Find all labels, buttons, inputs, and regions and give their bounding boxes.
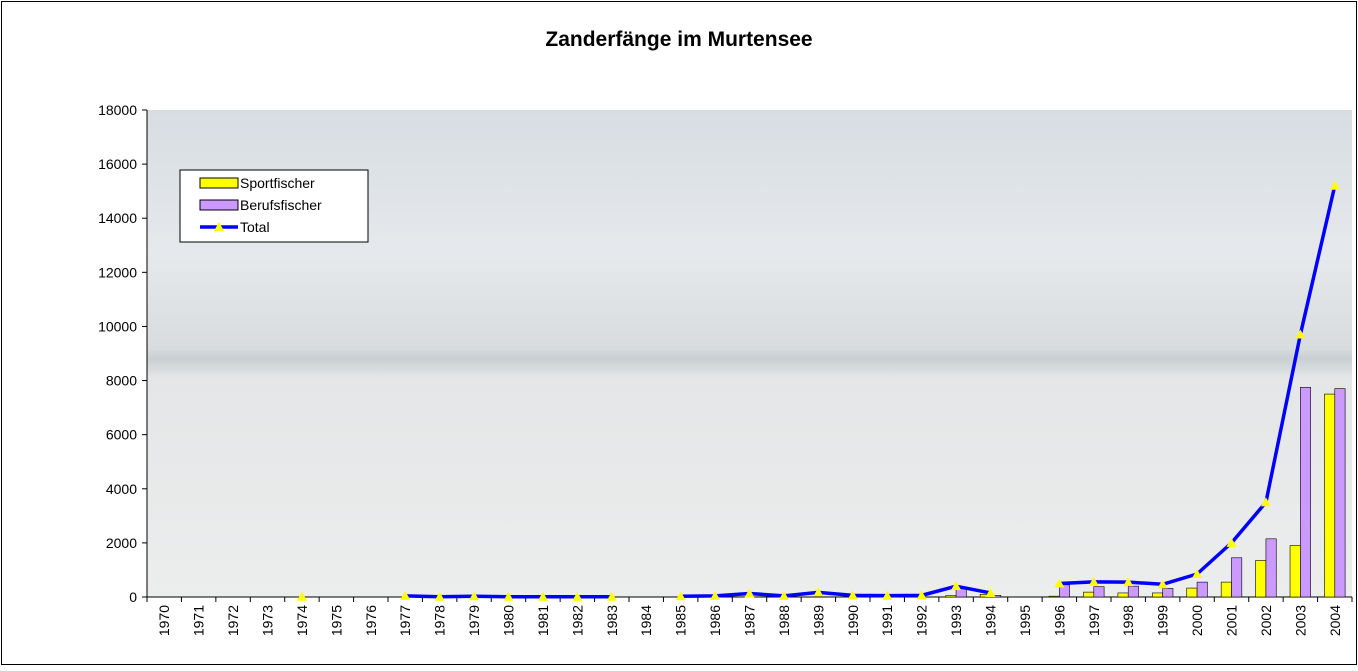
x-tick-label: 1974: [294, 605, 310, 636]
x-tick-label: 2004: [1327, 605, 1343, 636]
x-tick-label: 1991: [879, 605, 895, 636]
bar: [1083, 592, 1093, 597]
x-tick-label: 1975: [328, 605, 344, 636]
x-tick-label: 2003: [1292, 605, 1308, 636]
bar: [1221, 582, 1231, 597]
y-tick-label: 0: [129, 589, 137, 605]
bar: [1152, 593, 1162, 597]
y-tick-label: 8000: [106, 373, 137, 389]
bar: [1118, 593, 1128, 597]
x-tick-label: 1981: [535, 605, 551, 636]
chart: Zanderfänge im Murtensee 0 2000 4000 6000 80…: [0, 0, 1358, 666]
y-tick-label: 18000: [98, 102, 137, 118]
y-tick-label: 4000: [106, 481, 137, 497]
x-tick-label: 1979: [466, 605, 482, 636]
legend-swatch: [200, 178, 238, 188]
x-tick-label: 1998: [1120, 605, 1136, 636]
x-tick-label: 1982: [569, 605, 585, 636]
bar: [1266, 539, 1276, 597]
bar: [1232, 558, 1242, 597]
x-tick-label: 1987: [742, 605, 758, 636]
x-tick-label: 1999: [1155, 605, 1171, 636]
bar: [1300, 387, 1310, 597]
bar: [1324, 394, 1334, 597]
bar: [1128, 586, 1138, 597]
y-tick-label: 16000: [98, 156, 137, 172]
bar: [1094, 587, 1104, 597]
bar: [1187, 588, 1197, 597]
legend-label: Total: [240, 219, 270, 235]
x-tick-label: 1970: [156, 605, 172, 636]
x-tick-label: 1978: [432, 605, 448, 636]
chart-title: Zanderfänge im Murtensee: [545, 28, 812, 51]
x-tick-label: 1973: [260, 605, 276, 636]
x-tick-label: 1971: [191, 605, 207, 636]
x-tick-label: 1983: [604, 605, 620, 636]
legend-label: Sportfischer: [240, 175, 315, 191]
x-tick-label: 1989: [810, 605, 826, 636]
bar: [1197, 582, 1207, 597]
x-tick-label: 1980: [501, 605, 517, 636]
bar: [1290, 546, 1300, 597]
x-tick-label: 1976: [363, 605, 379, 636]
x-tick-label: 2001: [1224, 605, 1240, 636]
y-tick-label: 2000: [106, 535, 137, 551]
bar: [1049, 596, 1059, 597]
bar: [1256, 560, 1266, 597]
bar: [946, 596, 956, 597]
x-tick-label: 1997: [1086, 605, 1102, 636]
x-tick-label: 1988: [776, 605, 792, 636]
x-tick-label: 2002: [1258, 605, 1274, 636]
y-tick-label: 10000: [98, 318, 137, 334]
x-tick-label: 1994: [983, 605, 999, 636]
x-tick-label: 1986: [707, 605, 723, 636]
y-tick-label: 12000: [98, 264, 137, 280]
x-tick-label: 1977: [397, 605, 413, 636]
x-tick-label: 1985: [673, 605, 689, 636]
legend-label: Berufsfischer: [240, 197, 322, 213]
bar: [1335, 389, 1345, 597]
x-tick-label: 1972: [225, 605, 241, 636]
y-tick-label: 6000: [106, 427, 137, 443]
y-tick-label: 14000: [98, 210, 137, 226]
x-tick-label: 1992: [914, 605, 930, 636]
x-tick-label: 1993: [948, 605, 964, 636]
x-tick-label: 1995: [1017, 605, 1033, 636]
x-tick-label: 1984: [638, 605, 654, 636]
legend-swatch: [200, 200, 238, 210]
x-tick-label: 1990: [845, 605, 861, 636]
bar: [1163, 588, 1173, 597]
x-tick-label: 1996: [1051, 605, 1067, 636]
x-tick-label: 2000: [1189, 605, 1205, 636]
